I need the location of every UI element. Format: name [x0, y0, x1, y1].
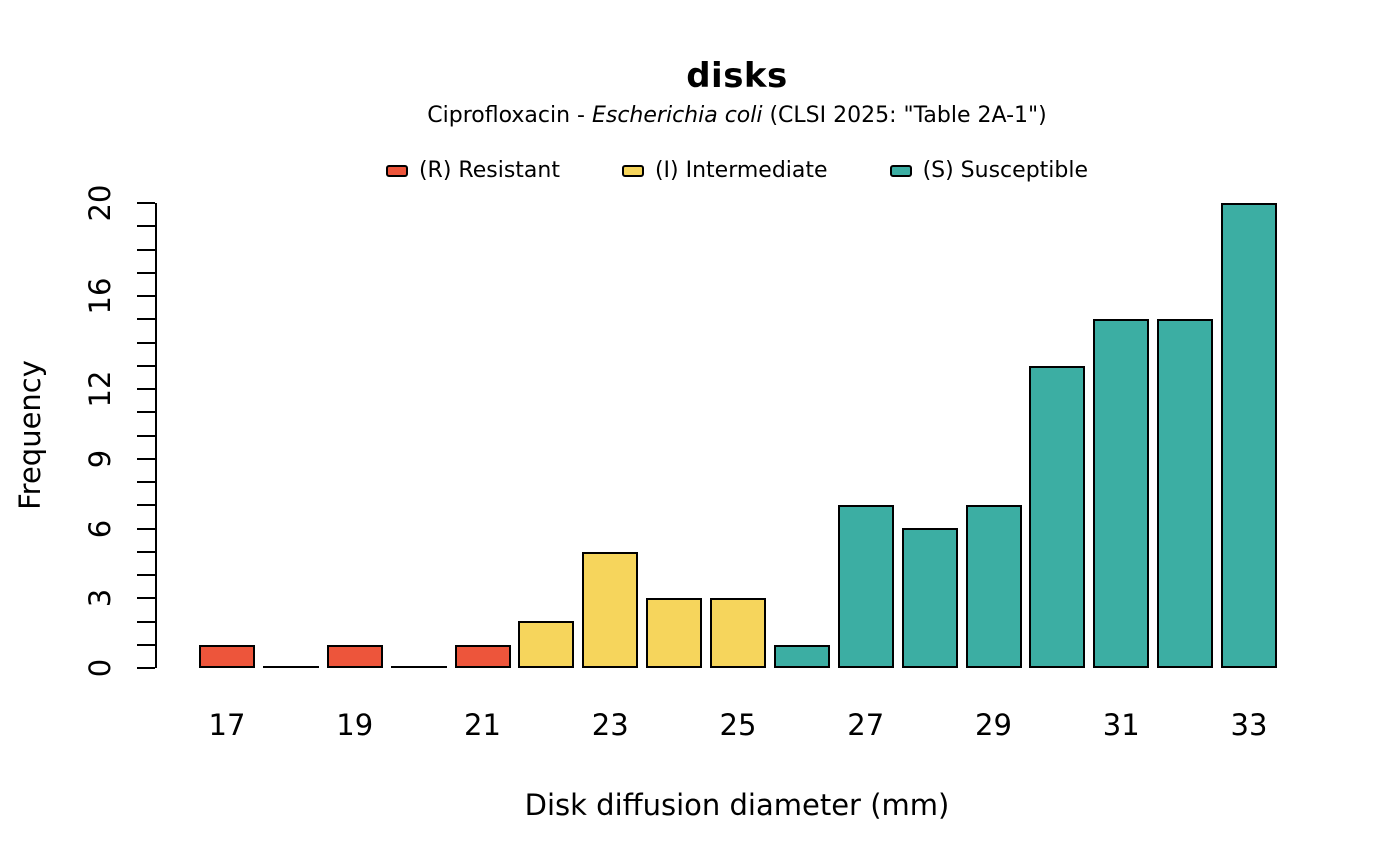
- subtitle-organism: Escherichia coli: [591, 103, 763, 128]
- legend-label: (R) Resistant: [418, 158, 560, 183]
- bar-28: [901, 528, 958, 668]
- y-axis-tick: [137, 504, 155, 507]
- y-axis-title: Frequency: [13, 360, 47, 510]
- y-axis-tick: [137, 248, 155, 251]
- y-axis-tick: [137, 341, 155, 344]
- y-axis-tick: [137, 457, 155, 460]
- x-axis-tick-label: 19: [336, 708, 374, 742]
- y-axis-tick-label: 3: [83, 589, 117, 608]
- bar-22: [518, 621, 575, 668]
- y-axis-tick: [137, 411, 155, 414]
- y-axis-tick: [137, 527, 155, 530]
- y-axis-tick: [137, 574, 155, 576]
- legend-item-r-resistant: (R) Resistant: [385, 158, 560, 183]
- chart-title: disks: [686, 56, 788, 96]
- bar-29: [965, 505, 1022, 668]
- y-axis-tick: [137, 388, 155, 390]
- y-axis-tick-label: 20: [83, 184, 117, 222]
- bar-31: [1093, 319, 1150, 668]
- legend-swatch-s: [889, 164, 912, 177]
- x-axis-tick-label: 27: [847, 708, 885, 742]
- plot-area: [137, 202, 1297, 669]
- bar-26: [773, 645, 830, 668]
- x-axis-tick-label: 33: [1230, 708, 1268, 742]
- x-axis-tick-label: 25: [719, 708, 757, 742]
- y-axis-tick-label: 12: [83, 370, 117, 408]
- y-axis-tick: [137, 481, 155, 483]
- y-axis-tick: [137, 643, 155, 646]
- y-axis-tick: [137, 620, 155, 623]
- y-axis-tick: [137, 295, 155, 297]
- bar-23: [582, 552, 639, 668]
- y-axis-tick: [137, 597, 155, 600]
- y-axis-tick-label: 9: [83, 449, 117, 468]
- x-axis-tick-label: 23: [591, 708, 629, 742]
- bar-25: [710, 598, 766, 668]
- bar-21: [454, 645, 511, 668]
- bar-18-zero: [262, 666, 319, 668]
- legend-label: (I) Intermediate: [654, 158, 828, 183]
- x-axis-tick-label: 29: [975, 708, 1012, 742]
- y-axis-tick-label: 0: [83, 658, 117, 678]
- y-axis-tick: [137, 667, 155, 669]
- y-axis-tick: [137, 434, 155, 437]
- legend: (R) Resistant (I) Intermediate (S) Suscept…: [74, 158, 1400, 183]
- y-axis-tick: [137, 364, 155, 367]
- bar-19: [326, 645, 383, 668]
- bar-24: [646, 598, 703, 668]
- y-axis-tick: [137, 225, 155, 228]
- bar-20-zero: [390, 666, 447, 668]
- legend-item-s-susceptible: (S) Susceptible: [889, 158, 1089, 183]
- legend-swatch-r: [385, 164, 408, 177]
- legend-label: (S) Susceptible: [922, 158, 1089, 183]
- bar-30: [1029, 366, 1086, 668]
- y-axis-tick: [137, 318, 155, 321]
- y-axis-tick-label: 6: [83, 519, 117, 538]
- bar-17: [199, 645, 255, 668]
- y-axis-tick-label: 16: [83, 277, 117, 315]
- legend-swatch-i: [621, 164, 644, 177]
- y-axis-tick: [137, 271, 155, 274]
- x-axis-title: Disk diffusion diameter (mm): [524, 788, 950, 822]
- y-axis-tick: [137, 202, 155, 204]
- x-axis-tick-label: 17: [208, 708, 246, 742]
- subtitle-drug: Ciprofloxacin -: [427, 103, 592, 128]
- bar-27: [837, 505, 894, 668]
- bar-33: [1221, 203, 1277, 668]
- legend-item-i-intermediate: (I) Intermediate: [621, 158, 828, 183]
- bar-32: [1157, 319, 1214, 668]
- x-axis-tick-label: 21: [464, 708, 501, 742]
- chart-subtitle: Ciprofloxacin - Escherichia coli (CLSI 2…: [74, 103, 1400, 128]
- x-axis-tick-label: 31: [1102, 708, 1140, 742]
- subtitle-guideline: (CLSI 2025: "Table 2A-1"): [762, 103, 1047, 128]
- y-axis-tick: [137, 550, 155, 553]
